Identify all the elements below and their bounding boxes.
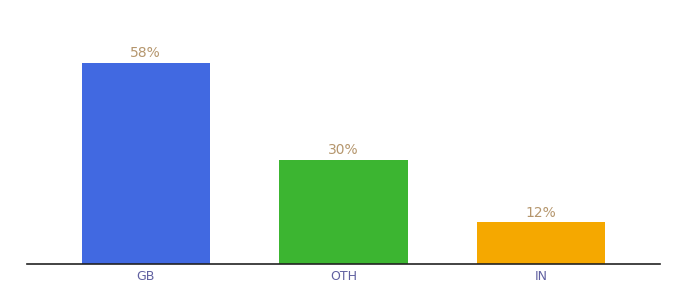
Text: 12%: 12% [526, 206, 556, 220]
Bar [82, 63, 210, 264]
Text: 30%: 30% [328, 143, 359, 157]
Bar [477, 222, 605, 264]
Text: 58%: 58% [131, 46, 161, 60]
Bar [279, 160, 407, 264]
